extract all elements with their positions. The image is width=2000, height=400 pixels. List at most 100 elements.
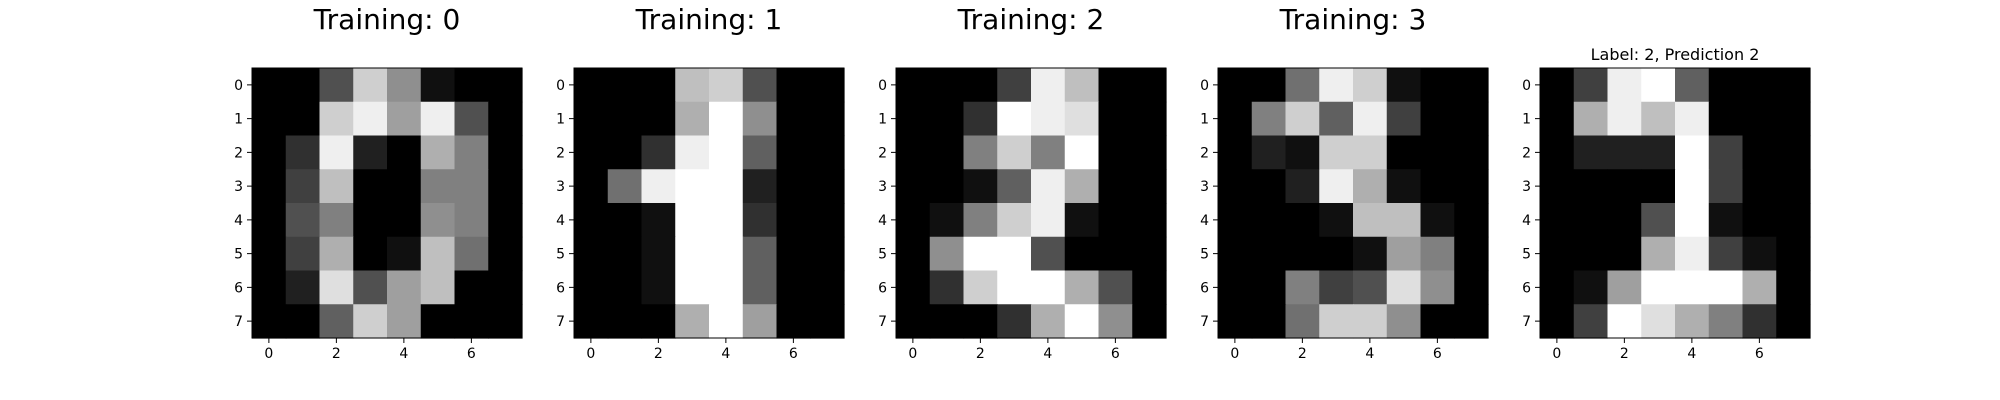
y-tick-label: 4: [1522, 213, 1531, 229]
pixel-cell: [1285, 169, 1320, 204]
pixel-cell: [810, 68, 845, 103]
pixel-cell: [1540, 203, 1575, 238]
x-tick-label: 4: [399, 346, 408, 362]
pixel-cell: [488, 203, 523, 238]
pixel-cell: [1132, 304, 1167, 339]
pixel-cell: [1132, 169, 1167, 204]
y-tick-label: 6: [556, 280, 565, 296]
pixel-cell: [675, 101, 710, 137]
x-tick-label: 4: [721, 346, 730, 362]
pixel-cell: [1064, 304, 1100, 339]
panel-1: Training: 1 0 2 4 6 0 1 2 3 4 5 6 7: [556, 3, 845, 362]
pixel-cell: [1319, 203, 1354, 238]
axes-frame: [1539, 67, 1811, 339]
pixel-cell: [929, 236, 965, 272]
pixel-cell: [1742, 270, 1777, 305]
x-tick-label: 6: [1111, 346, 1120, 362]
pixel-cell: [1285, 135, 1320, 170]
pixel-cell: [607, 169, 643, 204]
pixel-cell: [1573, 169, 1609, 204]
pixel-cell: [1420, 135, 1455, 170]
pixel-cell: [285, 270, 321, 305]
pixel-cell: [1064, 236, 1100, 272]
y-tick-label: 5: [234, 247, 243, 263]
pixel-cell: [1353, 135, 1388, 170]
pixel-cell: [641, 169, 676, 204]
pixel-cell: [1573, 304, 1609, 339]
pixel-cell: [997, 270, 1032, 305]
y-tick-label: 7: [1200, 314, 1209, 330]
pixel-cell: [1675, 169, 1710, 204]
x-tick-label: 0: [1552, 346, 1561, 362]
pixel-cell: [1386, 304, 1422, 339]
pixel-cell: [1319, 101, 1354, 137]
pixel-cell: [896, 135, 931, 170]
pixel-cell: [963, 304, 998, 339]
pixel-cell: [1251, 236, 1287, 272]
pixel-cell: [896, 270, 931, 305]
x-tick-label: 0: [586, 346, 595, 362]
pixel-cell: [1420, 101, 1455, 137]
pixel-cell: [387, 68, 422, 103]
pixel-cell: [1098, 236, 1133, 272]
pixel-cell: [776, 304, 811, 339]
pixel-cell: [353, 169, 388, 204]
pixel-cell: [488, 68, 523, 103]
pixel-cell: [997, 101, 1032, 137]
pixel-cell: [776, 169, 811, 204]
pixel-cell: [810, 270, 845, 305]
pixel-cell: [1420, 304, 1455, 339]
pixel-cell: [1607, 270, 1642, 305]
pixel-cell: [1641, 236, 1676, 272]
pixel-cell: [1031, 304, 1066, 339]
pixel-cell: [1776, 270, 1811, 305]
y-tick-label: 2: [1200, 145, 1209, 161]
pixel-cell: [1776, 101, 1811, 137]
pixel-cell: [641, 236, 676, 272]
pixel-cell: [1285, 101, 1320, 137]
pixel-cell: [929, 304, 965, 339]
pixel-cell: [641, 203, 676, 238]
pixel-cell: [285, 101, 321, 137]
panel-title: Training: 1: [635, 3, 783, 36]
x-tick-label: 2: [654, 346, 663, 362]
pixel-cell: [1386, 236, 1422, 272]
x-tick-label: 6: [1433, 346, 1442, 362]
pixel-cell: [675, 203, 710, 238]
pixel-cell: [929, 101, 965, 137]
pixel-cell: [1641, 270, 1676, 305]
pixel-cell: [1218, 270, 1253, 305]
pixel-cell: [252, 304, 287, 339]
pixel-cell: [1064, 135, 1100, 170]
pixel-cell: [420, 270, 456, 305]
pixel-cell: [1641, 68, 1676, 103]
pixel-cell: [963, 203, 998, 238]
pixel-cell: [1353, 203, 1388, 238]
pixel-cell: [1641, 203, 1676, 238]
pixel-cell: [1031, 101, 1066, 137]
pixel-cell: [1386, 270, 1422, 305]
pixel-cell: [387, 304, 422, 339]
pixel-cell: [1573, 236, 1609, 272]
pixel-cell: [387, 101, 422, 137]
pixel-cell: [742, 236, 778, 272]
pixel-cell: [929, 68, 965, 103]
pixel-cell: [1540, 270, 1575, 305]
x-tick-label: 6: [789, 346, 798, 362]
y-tick-label: 7: [878, 314, 887, 330]
pixel-cell: [810, 304, 845, 339]
pixel-cell: [454, 203, 489, 238]
y-tick-label: 7: [234, 314, 243, 330]
pixel-cell: [607, 135, 643, 170]
pixel-cell: [1386, 169, 1422, 204]
pixel-cell: [319, 135, 354, 170]
pixel-cell: [896, 304, 931, 339]
pixel-cell: [1573, 203, 1609, 238]
pixel-cell: [1742, 203, 1777, 238]
pixel-cell: [675, 304, 710, 339]
pixel-cell: [1420, 236, 1455, 272]
pixel-cell: [963, 270, 998, 305]
pixel-cell: [709, 169, 744, 204]
pixel-cell: [1540, 169, 1575, 204]
